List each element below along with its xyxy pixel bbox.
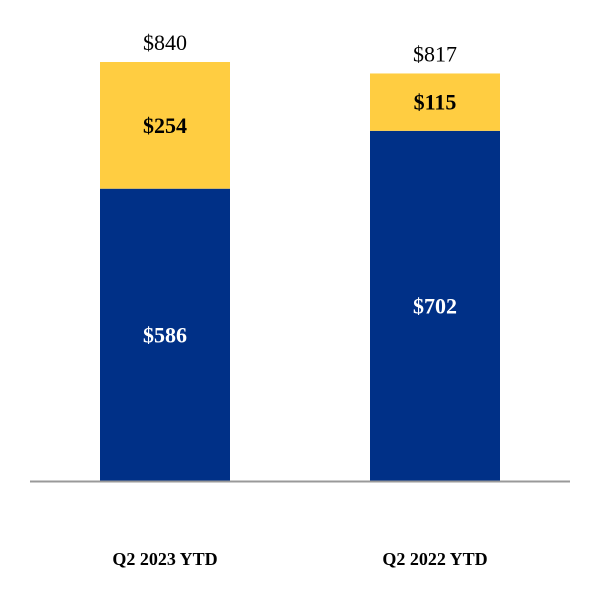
data-label-top-1: $254 — [143, 113, 187, 138]
bar-bottom-segment-1 — [100, 188, 230, 481]
total-label-2: $817 — [413, 41, 457, 66]
data-label-bottom-1: $586 — [143, 322, 187, 347]
bar-bottom-segment-2 — [370, 130, 500, 482]
data-label-top-2: $115 — [414, 90, 457, 115]
total-label-1: $840 — [143, 30, 187, 55]
data-label-bottom-2: $702 — [413, 293, 457, 318]
bar-top-segment-1 — [100, 62, 230, 189]
bar-top-segment-2 — [370, 73, 500, 131]
x-tick-label-2: Q2 2022 YTD — [382, 549, 487, 569]
x-tick-label-1: Q2 2023 YTD — [112, 549, 217, 569]
